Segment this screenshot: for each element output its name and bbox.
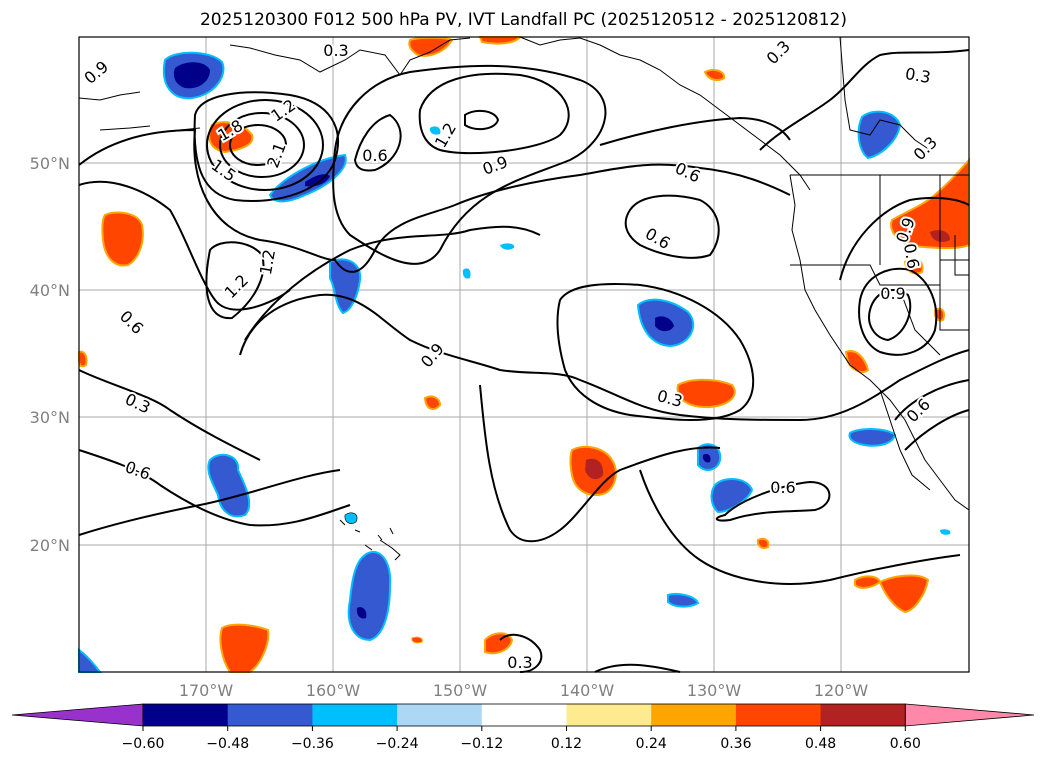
colorbar-segment [312, 704, 398, 726]
contour-label: 0.3 [507, 653, 532, 672]
colorbar-segment [566, 704, 652, 726]
lat-label: 40°N [30, 281, 70, 300]
negative-blob [500, 243, 515, 250]
contour-label: 1.2 [256, 248, 279, 276]
lon-label: 160°W [306, 681, 361, 700]
positive-blob [703, 69, 725, 81]
positive-blob [411, 636, 423, 644]
lat-label: 50°N [30, 154, 70, 173]
colorbar-segment [820, 704, 906, 726]
colorbar-tick-label: 0.48 [805, 736, 836, 752]
negative-blob [207, 453, 251, 518]
lon-label: 150°W [433, 681, 488, 700]
lon-label: 120°W [814, 681, 869, 700]
positive-blob [756, 537, 770, 550]
positive-blob [676, 378, 736, 409]
colorbar-tick-label: 0.36 [720, 736, 751, 752]
colorbar-segment [651, 704, 737, 726]
lat-label: 30°N [30, 408, 70, 427]
positive-blob [484, 632, 514, 655]
colorbar: −0.60 −0.48 −0.36 −0.24 −0.12 0.12 0.24 0.36 0.4… [11, 703, 1035, 752]
positive-blob [408, 36, 454, 57]
colorbar-tick-label: 0.60 [890, 736, 921, 752]
colorbar-tick-label: −0.24 [376, 736, 419, 752]
lat-label: 20°N [30, 536, 70, 555]
negative-blob [429, 126, 441, 135]
positive-blob [101, 211, 144, 267]
pv-contours [78, 49, 970, 673]
lon-label: 140°W [560, 681, 615, 700]
positive-blob [423, 395, 442, 411]
negative-blob [344, 512, 358, 524]
colorbar-extend-min [11, 703, 144, 727]
negative-blob [347, 550, 392, 642]
negative-blob [462, 268, 471, 279]
map-frame [78, 36, 970, 673]
colorbar-extend-max [904, 703, 1035, 727]
negative-blob [162, 51, 225, 100]
negative-blob [940, 529, 951, 535]
positive-blob [878, 574, 930, 614]
negative-blob [857, 110, 902, 160]
colorbar-tick-label: −0.48 [206, 736, 249, 752]
lon-label: 170°W [179, 681, 234, 700]
colorbar-segment [143, 704, 229, 726]
contour-label: 0.6 [362, 146, 387, 165]
coastlines [78, 36, 970, 561]
negative-blob [848, 428, 897, 447]
colorbar-frame [142, 703, 906, 727]
negative-blob [667, 593, 700, 608]
contour-label: 0.9 [880, 284, 905, 303]
colorbar-segment [227, 704, 313, 726]
lon-label: 130°W [687, 681, 742, 700]
positive-blob [219, 623, 270, 673]
contour-label: 0.3 [323, 41, 348, 60]
figure-title: 2025120300 F012 500 hPa PV, IVT Landfall… [199, 10, 847, 30]
colorbar-segment [735, 704, 822, 726]
colorbar-segment [397, 704, 483, 726]
longitude-labels: 170°W 160°W 150°W 140°W 130°W 120°W [179, 681, 869, 700]
colorbar-segment [481, 704, 567, 726]
colorbar-tick-label: 0.12 [551, 736, 582, 752]
gridlines [79, 37, 969, 672]
colorbar-tick-label: −0.60 [122, 736, 165, 752]
colorbar-tick-label: −0.36 [291, 736, 334, 752]
latitude-labels: 50°N 40°N 30°N 20°N [30, 154, 70, 555]
negative-blob [636, 298, 695, 348]
negative-blob [697, 443, 722, 472]
positive-blob [78, 350, 88, 368]
contour-label: 0.6 [770, 478, 795, 497]
colorbar-tick-label: 0.24 [636, 736, 667, 752]
colorbar-tick-label: −0.12 [460, 736, 503, 752]
